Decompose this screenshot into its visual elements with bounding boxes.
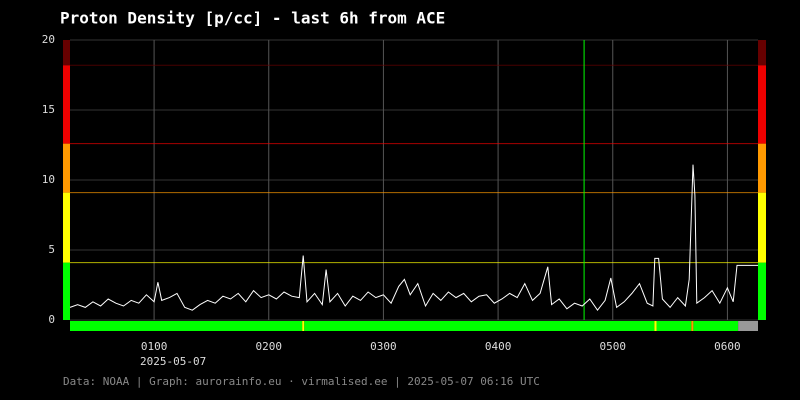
level-band: [758, 143, 766, 193]
level-band: [758, 262, 766, 320]
y-tick-label: 20: [42, 33, 55, 46]
level-band: [758, 65, 766, 144]
y-tick-label: 5: [48, 243, 55, 256]
status-segment: [304, 321, 655, 331]
date-label: 2025-05-07: [140, 355, 206, 368]
status-segment: [656, 321, 692, 331]
status-segment: [691, 321, 694, 331]
y-tick-label: 0: [48, 313, 55, 326]
status-segment: [693, 321, 739, 331]
level-band: [63, 192, 70, 263]
level-band: [758, 192, 766, 263]
status-segment: [70, 321, 303, 331]
data-line: [69, 164, 758, 312]
x-tick-label: 0400: [485, 340, 512, 353]
level-band: [63, 40, 70, 66]
x-tick-label: 0500: [600, 340, 627, 353]
x-tick-label: 0300: [370, 340, 397, 353]
y-tick-label: 10: [42, 173, 55, 186]
footer: Data: NOAA | Graph: aurorainfo.eu · virm…: [63, 375, 540, 388]
chart-title: Proton Density [p/cc] - last 6h from ACE: [60, 9, 445, 28]
x-tick-label: 0200: [256, 340, 283, 353]
x-tick-label: 0100: [141, 340, 168, 353]
level-band: [63, 143, 70, 193]
x-tick-label: 0600: [714, 340, 741, 353]
y-tick-label: 15: [42, 103, 55, 116]
status-segment: [738, 321, 758, 331]
status-segment: [302, 321, 305, 331]
level-band: [63, 65, 70, 144]
level-band: [63, 262, 70, 320]
level-band: [758, 40, 766, 66]
status-segment: [654, 321, 657, 331]
